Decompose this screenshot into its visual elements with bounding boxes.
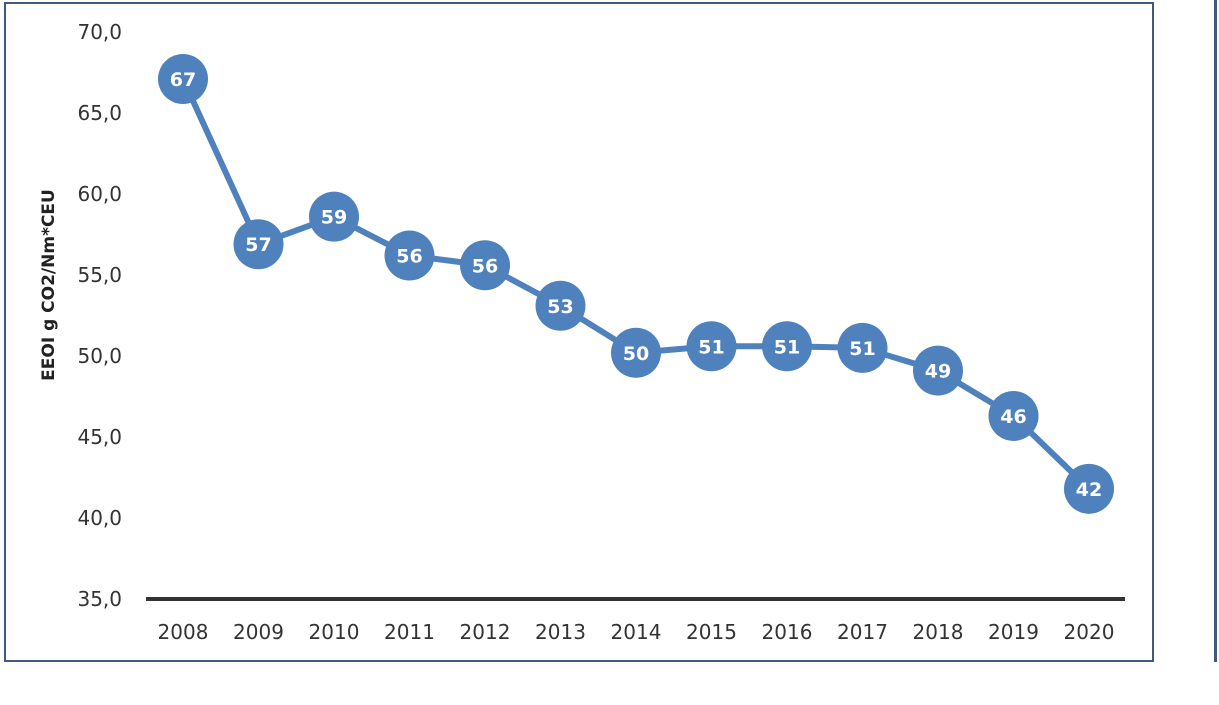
x-tick-label: 2019 xyxy=(988,620,1039,644)
adjacent-panel-edge xyxy=(1214,0,1217,662)
x-tick-label: 2012 xyxy=(460,620,511,644)
y-tick-label: 45,0 xyxy=(77,425,122,449)
y-tick-label: 70,0 xyxy=(77,20,122,44)
data-label: 56 xyxy=(396,246,422,268)
data-label: 56 xyxy=(472,255,498,277)
x-tick-label: 2009 xyxy=(233,620,284,644)
y-axis-label: EEOI g CO2/Nm*CEU xyxy=(39,189,59,381)
data-point xyxy=(384,230,435,281)
y-tick-label: 60,0 xyxy=(77,182,122,206)
data-label: 50 xyxy=(623,343,649,365)
y-tick-label: 55,0 xyxy=(77,263,122,287)
y-ticks: 70,0 65,0 60,0 55,0 50,0 45,0 40,0 35,0 xyxy=(77,20,122,611)
data-label: 51 xyxy=(774,336,800,358)
y-tick-label: 65,0 xyxy=(77,101,122,125)
x-tick-label: 2018 xyxy=(913,620,964,644)
data-point xyxy=(988,390,1039,441)
y-tick-label: 40,0 xyxy=(77,506,122,530)
data-label: 46 xyxy=(1000,406,1026,428)
data-label: 51 xyxy=(698,336,724,358)
data-label: 51 xyxy=(849,338,875,360)
data-point xyxy=(535,280,586,331)
x-tick-label: 2011 xyxy=(384,620,435,644)
x-tick-label: 2016 xyxy=(762,620,813,644)
data-label: 57 xyxy=(245,234,271,256)
x-tick-label: 2010 xyxy=(309,620,360,644)
x-tick-label: 2008 xyxy=(158,620,209,644)
data-points: 67 57 59 56 56 53 50 51 51 51 49 46 42 xyxy=(158,53,1114,514)
data-point xyxy=(762,321,812,372)
data-label: 53 xyxy=(547,296,573,318)
data-label: 59 xyxy=(321,207,347,229)
data-point xyxy=(1064,463,1114,514)
x-tick-label: 2013 xyxy=(535,620,586,644)
data-label: 42 xyxy=(1076,479,1102,501)
y-axis-label-group: EEOI g CO2/Nm*CEU xyxy=(39,189,59,381)
data-point xyxy=(686,321,737,372)
data-point xyxy=(158,53,208,104)
data-point xyxy=(837,322,888,373)
data-point xyxy=(309,191,359,242)
x-tick-label: 2017 xyxy=(837,620,888,644)
y-tick-label: 35,0 xyxy=(77,587,122,611)
x-tick-label: 2015 xyxy=(686,620,737,644)
x-tick-label: 2020 xyxy=(1064,620,1115,644)
x-ticks: 2008 2009 2010 2011 2012 2013 2014 2015 2016 2017… xyxy=(158,620,1115,644)
data-label: 49 xyxy=(925,361,951,383)
x-tick-label: 2014 xyxy=(611,620,662,644)
data-point xyxy=(460,240,510,291)
data-point xyxy=(233,219,284,270)
y-tick-label: 50,0 xyxy=(77,344,122,368)
data-point xyxy=(913,345,963,396)
data-label: 67 xyxy=(170,69,196,91)
data-point xyxy=(611,327,661,378)
series-line xyxy=(180,77,1092,491)
